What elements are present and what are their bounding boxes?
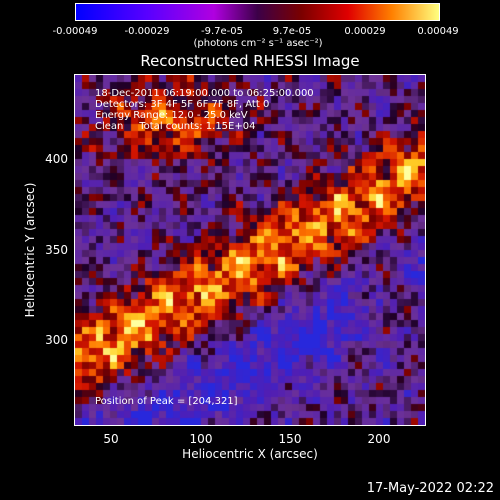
x-tick-label: 50 — [103, 432, 119, 446]
annotation-time: 18-Dec-2011 06:19:00.000 to 06:25:00.000 — [95, 88, 314, 99]
annotation-clean: Clean Total counts: 1.15E+04 — [95, 121, 256, 132]
colorbar-unit: (photons cm⁻² s⁻¹ asec⁻²) — [193, 38, 323, 49]
colorbar-tick: 0.00049 — [417, 26, 459, 37]
colorbar-tick: 9.7e-05 — [272, 26, 312, 37]
y-tick-label: 400 — [45, 152, 68, 166]
y-tick-label: 350 — [45, 243, 68, 257]
heatmap-image — [75, 75, 425, 425]
peak-label: Position of Peak = [204,321] — [95, 396, 238, 407]
chart-title: Reconstructed RHESSI Image — [140, 52, 360, 70]
annotation-energy: Energy Range: 12.0 - 25.0 keV — [95, 110, 248, 121]
colorbar — [75, 3, 440, 21]
x-tick-label: 200 — [367, 432, 391, 446]
colorbar-tick: -0.00029 — [124, 26, 170, 37]
y-tick-label: 300 — [45, 333, 68, 347]
colorbar-tick: -0.00049 — [52, 26, 98, 37]
x-tick-label: 150 — [278, 432, 302, 446]
plot-area — [74, 74, 426, 426]
y-axis-label: Heliocentric Y (arcsec) — [23, 182, 37, 318]
footer-date: 17-May-2022 02:22 — [366, 481, 494, 496]
annotation-detectors: Detectors: 3F 4F 5F 6F 7F 8F, Att 0 — [95, 99, 270, 110]
colorbar-tick: 0.00029 — [344, 26, 386, 37]
x-axis-label: Heliocentric X (arcsec) — [182, 447, 318, 461]
colorbar-tick: -9.7e-05 — [201, 26, 243, 37]
x-tick-label: 100 — [189, 432, 213, 446]
